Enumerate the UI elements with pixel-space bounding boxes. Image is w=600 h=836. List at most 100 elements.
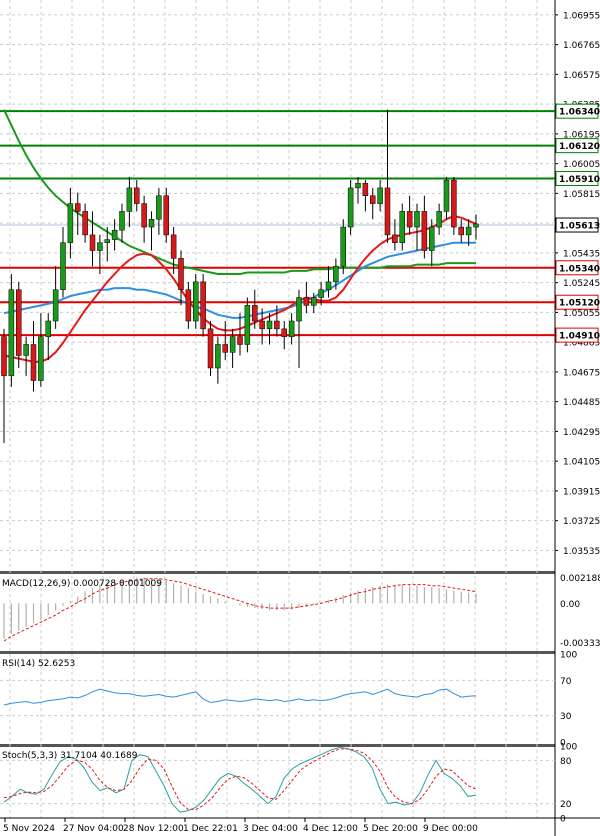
candle-body [259, 320, 265, 330]
time-tick-label: 5 Nov 2024 [3, 824, 55, 834]
candle-body [23, 344, 29, 356]
candle-body [38, 336, 44, 381]
stoch-label: Stoch(5,3,3) 31.7104 40.1689 [2, 751, 138, 761]
current-price-box [555, 217, 599, 233]
candle-body [303, 297, 310, 306]
candle-body [296, 297, 302, 322]
candle-body [89, 234, 96, 251]
level-label-box [555, 103, 599, 119]
price-tick-label: 1.06575 [563, 71, 600, 81]
candle-body [52, 289, 59, 322]
candle-body [458, 226, 464, 236]
stoch-tick-label: 100 [560, 743, 577, 753]
candle-body [178, 258, 184, 290]
price-tick-label: 1.03535 [563, 547, 600, 557]
candle-body [473, 223, 479, 228]
price-tick-label: 1.04485 [563, 398, 600, 408]
candle-body [244, 305, 251, 345]
candle-body [377, 187, 383, 204]
candle-body [436, 211, 442, 228]
candle-body [45, 320, 51, 337]
candle-body [414, 211, 420, 228]
candle-body [148, 218, 155, 228]
candle-body [170, 234, 177, 259]
candle-body [384, 187, 391, 236]
time-tick-label: 28 Nov 12:00 [123, 824, 184, 834]
candle-body [67, 203, 74, 243]
candle-body [215, 344, 221, 369]
current-price-label: 1.05613 [559, 222, 600, 232]
candle-body [156, 195, 162, 220]
level-label: 1.04910 [559, 332, 600, 342]
candle-body [274, 320, 280, 330]
candle-body [340, 226, 346, 267]
macd-tick-label: -0.003339 [560, 639, 600, 649]
candle-body [429, 226, 435, 251]
candle-body [311, 297, 317, 306]
candle-body [288, 320, 295, 337]
candle-body [421, 211, 428, 251]
level-label: 1.06340 [559, 108, 600, 118]
candle-body [1, 336, 7, 377]
price-tick-label: 1.04865 [563, 339, 600, 349]
level-label-box [555, 327, 599, 343]
candle-body [134, 187, 140, 204]
time-tick-label: 1 Dec 22:01 [183, 824, 238, 834]
price-tick-label: 1.05815 [563, 190, 600, 200]
candle-body [266, 320, 273, 330]
candle-body [229, 336, 236, 353]
candle-body [333, 265, 339, 283]
price-tick-label: 1.04105 [563, 458, 600, 468]
price-tick-label: 1.03725 [563, 517, 600, 527]
candle-body [325, 281, 332, 290]
level-label: 1.05910 [559, 175, 600, 185]
candle-body [111, 229, 118, 240]
time-tick-label: 3 Dec 04:00 [243, 824, 298, 834]
rsi-label: RSI(14) 52.6253 [2, 659, 75, 669]
panel-separator [0, 571, 555, 574]
stoch-tick-label: 80 [560, 757, 572, 767]
macd-tick-label: 0.00 [560, 600, 580, 610]
candle-body [200, 281, 206, 330]
candle-body [30, 344, 37, 381]
candle-body [370, 195, 376, 204]
candle-body [75, 203, 81, 212]
candle-body [443, 179, 450, 212]
level-label-box [555, 260, 599, 276]
candle-body [237, 336, 243, 345]
candle-body [281, 328, 287, 337]
candle-body [362, 182, 369, 196]
time-tick-label: 9 Dec 00:00 [423, 824, 478, 834]
candle-body [163, 195, 169, 236]
stoch-tick-label: 20 [560, 800, 572, 810]
candle-body [318, 289, 324, 298]
level-label-box [555, 171, 599, 187]
rsi-tick-label: 70 [560, 677, 572, 687]
price-tick-label: 1.05245 [563, 279, 600, 289]
candle-body [222, 344, 228, 353]
stoch-tick-label: 0 [560, 815, 566, 825]
candle-body [8, 289, 15, 377]
candle-body [104, 239, 110, 243]
candle-body [406, 211, 413, 228]
price-tick-label: 1.05435 [563, 249, 600, 259]
price-tick-label: 1.05055 [563, 309, 600, 319]
panel-separator [0, 651, 555, 654]
time-tick-label: 27 Nov 04:00 [63, 824, 124, 834]
candle-body [16, 289, 22, 356]
price-tick-label: 1.04675 [563, 368, 600, 378]
candle-body [97, 242, 103, 251]
candle-body [126, 187, 133, 212]
candle-body [465, 226, 472, 236]
candle-body [207, 328, 214, 369]
level-label: 1.05340 [559, 264, 600, 274]
ma-blue-line [3, 241, 476, 319]
candle-body [193, 281, 199, 322]
candle-body [82, 211, 88, 236]
price-tick-label: 1.06005 [563, 160, 600, 170]
level-label-box [555, 138, 599, 154]
level-label-box [555, 294, 599, 310]
candle-body [399, 211, 405, 243]
price-tick-label: 1.06195 [563, 130, 600, 140]
